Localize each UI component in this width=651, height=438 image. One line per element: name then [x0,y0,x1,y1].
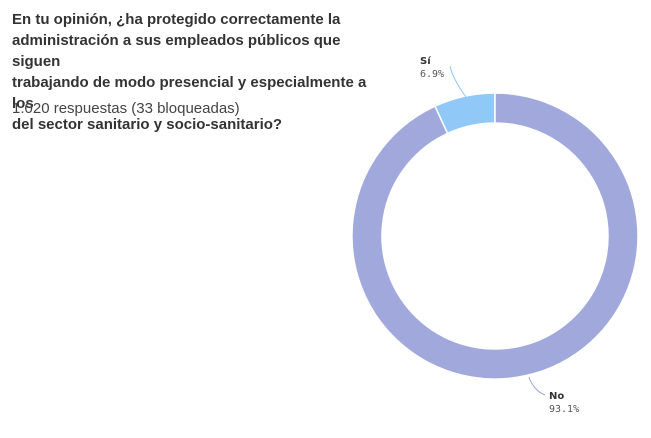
slice-label-no: No [549,391,564,402]
question-title-line: trabajando de modo presencial y especial… [12,74,367,112]
question-title-line: administración a sus empleados públicos … [12,32,341,70]
callout-line-si [449,65,467,98]
response-count: 1.020 respuestas (33 bloqueadas) [12,100,240,117]
question-title-line: En tu opinión, ¿ha protegido correctamen… [12,11,341,28]
slice-label-si: Sí [420,55,431,67]
slice-value-si: 6.9% [420,69,444,80]
question-title-line: del sector sanitario y socio-sanitario? [12,116,283,133]
question-title: En tu opinión, ¿ha protegido correctamen… [12,9,372,135]
slice-callouts: Sí 6.9% No 93.1% [420,55,579,415]
donut-slice-no [351,92,639,380]
slice-value-no: 93.1% [549,404,579,415]
callout-line-no [528,376,546,396]
donut-slices [351,92,639,380]
